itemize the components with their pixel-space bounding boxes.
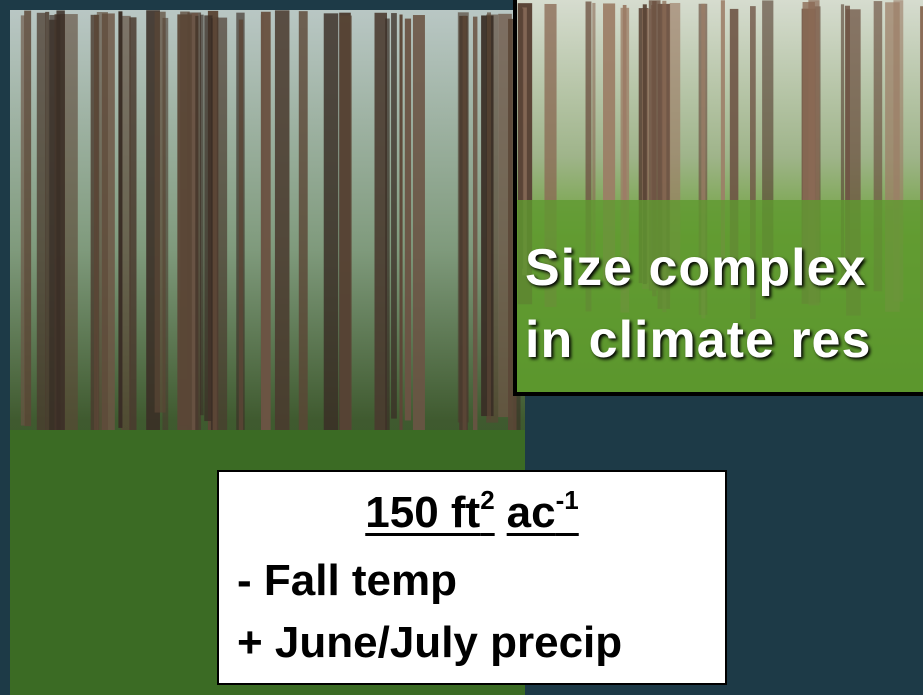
tree-trunk [239,20,243,469]
tree-trunk [405,19,411,421]
superscript: 2 [480,485,494,515]
tree-trunk [487,12,491,419]
tree-trunk [261,12,271,469]
tree-trunk [324,13,339,453]
tree-trunk [275,10,290,447]
info-box: 150 ft2 ac-1 - Fall temp + June/July prec… [217,470,727,685]
tree-trunk [180,12,190,426]
tree-trunk [299,11,308,456]
tree-trunk [21,15,25,425]
heading-part: ac [507,488,556,537]
tree-trunk [204,15,212,421]
box-line: - Fall temp [237,556,457,606]
tree-trunk [385,19,390,477]
heading-text: 150 ft2 ac-1 [365,488,579,537]
tree-trunk [118,11,122,428]
tree-trunk [37,13,46,444]
tree-trunk [200,15,204,416]
caption-line: Size complex [525,238,866,298]
box-line: + June/July precip [237,618,622,668]
tree-trunk [399,15,402,431]
tree-trunk [391,13,397,419]
tree-trunk [217,18,227,439]
tree-trunk [129,17,136,447]
tree-trunk [97,12,108,440]
tree-trunk [24,11,31,427]
tree-trunk [463,16,467,451]
tree-trunk [45,12,49,454]
slide: Size complex in climate res 150 ft2 ac-1 … [0,0,923,695]
heading-part: 150 ft [365,488,480,537]
tree-trunk [473,17,477,447]
superscript: -1 [556,485,579,515]
tree-trunk [195,16,198,450]
tree-trunk [155,12,166,413]
tree-trunk [375,13,387,438]
tree-trunk [64,14,78,461]
tree-trunk [340,16,352,475]
heading: 150 ft2 ac-1 [219,488,725,538]
caption-line: in climate res [525,310,871,370]
tree-trunk [413,15,425,448]
tree-trunk [49,15,60,461]
